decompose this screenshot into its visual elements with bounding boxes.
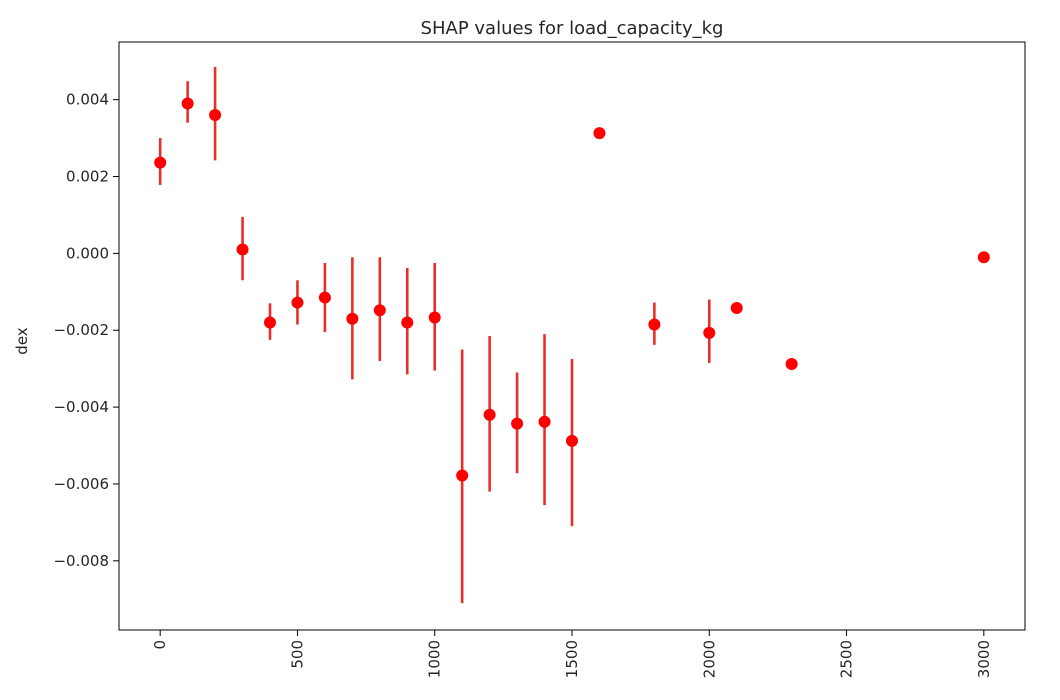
data-point: [318, 291, 331, 304]
data-point: [785, 358, 798, 371]
y-axis-label: dex: [13, 327, 31, 354]
y-tick-label: 0.002: [66, 168, 109, 186]
y-tick-label: 0.004: [66, 91, 109, 109]
data-point: [264, 316, 276, 329]
data-point: [538, 415, 551, 428]
x-tick-label: 3000: [975, 640, 993, 678]
x-tick-label: 2500: [838, 640, 856, 678]
data-point: [236, 243, 249, 256]
x-tick-label: 1500: [563, 640, 581, 678]
data-point: [511, 417, 524, 430]
y-axis-ticks: 0.004 0.002 0.000 −0.002 −0.004 −0.006 −0.008: [53, 91, 119, 570]
data-point: [566, 434, 578, 447]
data-points: [154, 97, 990, 482]
y-tick-label: 0.000: [66, 244, 109, 262]
y-tick-label: −0.004: [53, 398, 109, 416]
data-point: [483, 408, 496, 421]
data-point: [456, 469, 469, 482]
x-axis-ticks: 0 500 1000 1500 2000 2500 3000: [151, 630, 993, 678]
data-point: [401, 316, 414, 329]
data-point: [154, 156, 167, 169]
x-tick-label: 500: [288, 640, 306, 669]
data-point: [593, 127, 606, 140]
data-point: [730, 301, 743, 314]
data-point: [373, 304, 386, 317]
data-point: [703, 326, 716, 339]
chart-title: SHAP values for load_capacity_kg: [421, 18, 724, 39]
data-point: [977, 251, 990, 264]
data-point: [181, 97, 194, 110]
error-bars: [158, 66, 711, 604]
x-tick-label: 2000: [700, 640, 718, 678]
data-point: [346, 312, 359, 325]
data-point: [648, 318, 661, 331]
x-tick-label: 0: [151, 640, 169, 650]
data-point: [428, 311, 441, 324]
data-point: [291, 296, 304, 309]
plot-area-frame: [118, 41, 1026, 631]
data-point: [209, 109, 222, 122]
y-tick-label: −0.002: [53, 321, 109, 339]
x-tick-label: 1000: [426, 640, 444, 678]
y-tick-label: −0.006: [53, 475, 109, 493]
y-tick-label: −0.008: [53, 552, 109, 570]
